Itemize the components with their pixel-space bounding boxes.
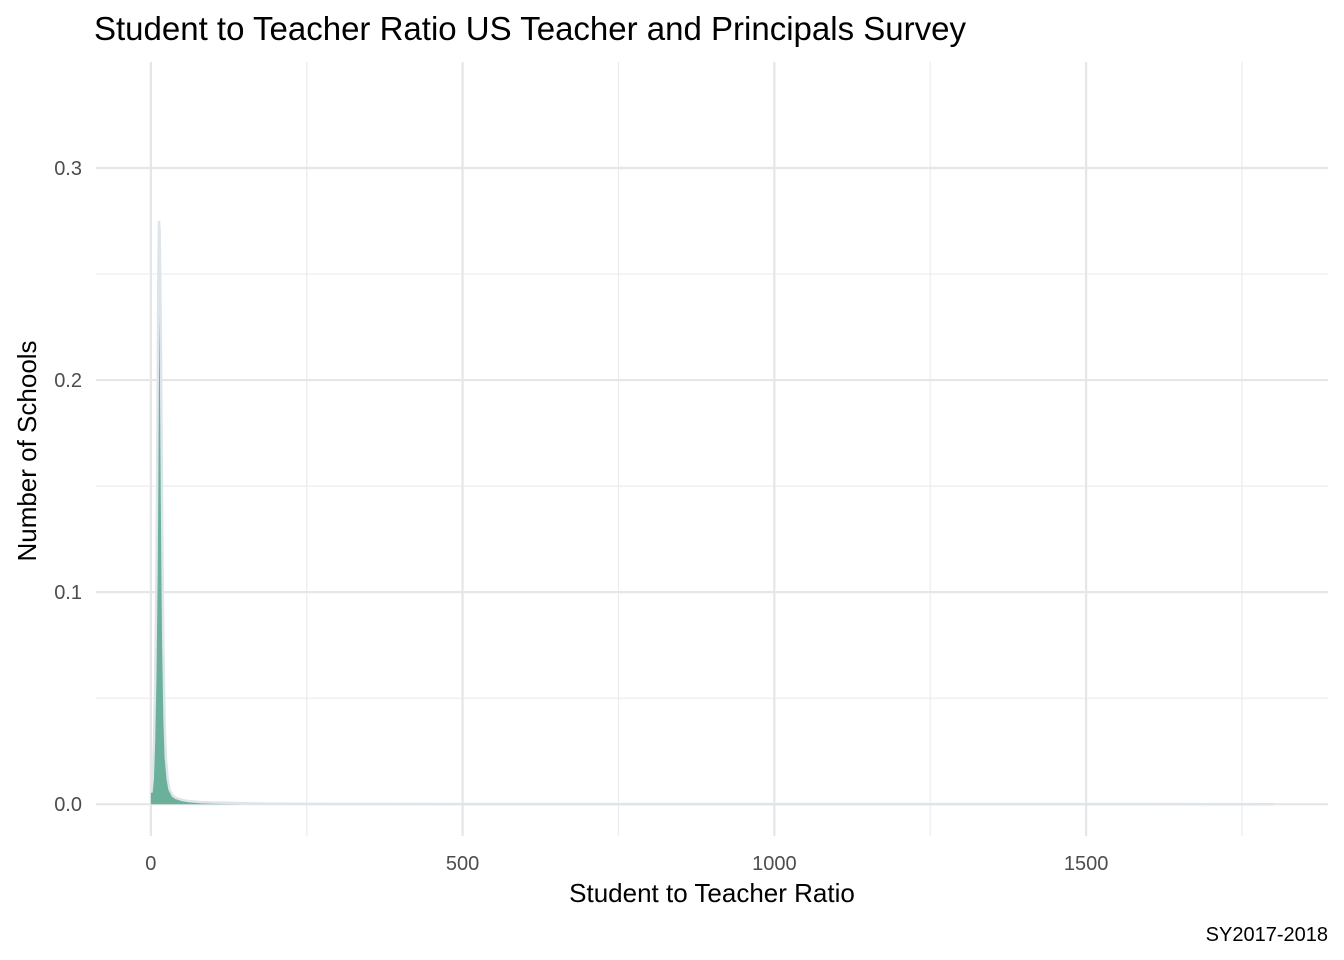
- x-tick-label: 1000: [752, 853, 797, 875]
- y-axis-title: Number of Schools: [12, 340, 42, 561]
- y-tick-label: 0.2: [54, 370, 82, 392]
- density-area: [150, 221, 1274, 805]
- y-tick-label: 0.3: [54, 158, 82, 180]
- density-series: [150, 220, 1274, 806]
- chart-caption: SY2017-2018: [1206, 924, 1328, 946]
- x-tick-label: 0: [145, 853, 156, 875]
- density-outline: [150, 220, 1274, 806]
- x-tick-label: 1500: [1064, 853, 1109, 875]
- tick-labels: 0 500 1000 1500 0.0 0.1 0.2 0.3: [54, 158, 1108, 875]
- y-tick-label: 0.0: [54, 794, 82, 816]
- x-axis-title: Student to Teacher Ratio: [569, 878, 855, 908]
- x-tick-label: 500: [446, 853, 479, 875]
- grid-lines: [96, 62, 1328, 836]
- y-tick-label: 0.1: [54, 582, 82, 604]
- chart-title: Student to Teacher Ratio US Teacher and …: [94, 10, 966, 47]
